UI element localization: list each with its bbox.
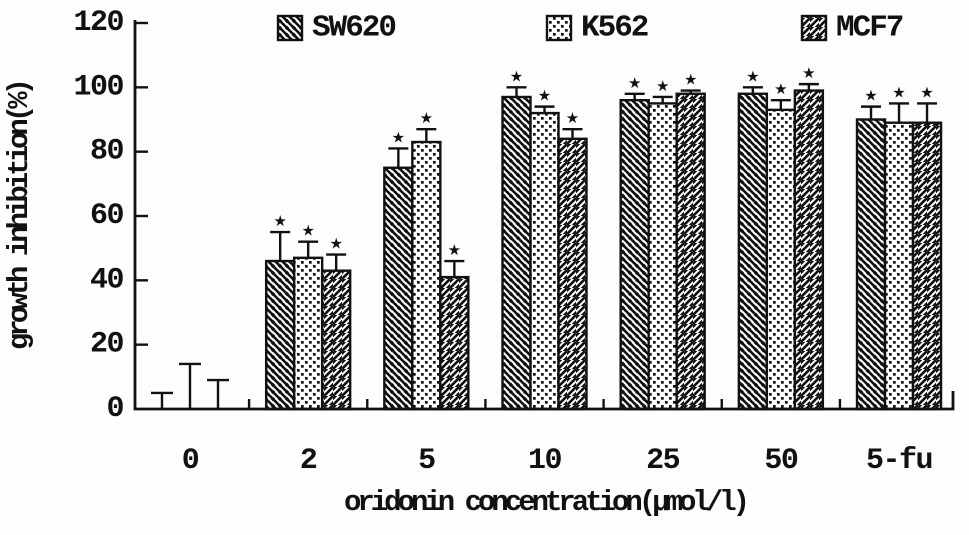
legend-swatch-k562 <box>545 14 573 42</box>
bar-mcf7-5-fu <box>911 121 943 411</box>
significance-star: ★ <box>566 109 579 127</box>
bar-sw620-2 <box>264 259 296 411</box>
bar-k562-50 <box>765 108 797 411</box>
significance-star: ★ <box>774 80 787 98</box>
significance-star: ★ <box>684 71 697 89</box>
legend-label-mcf7: MCF7 <box>836 11 903 46</box>
y-tick-label: 40 <box>90 263 124 297</box>
y-tick-label: 0 <box>106 392 123 426</box>
y-tick-label: 80 <box>90 135 124 169</box>
legend-label-sw620: SW620 <box>312 11 395 46</box>
significance-star: ★ <box>746 67 759 85</box>
significance-star: ★ <box>656 77 669 95</box>
x-tick-label: 5-fu <box>866 444 932 478</box>
bar-sw620-5-fu <box>855 118 887 411</box>
bar-mcf7-50 <box>793 89 825 411</box>
significance-star: ★ <box>273 212 286 230</box>
bar-mcf7-5 <box>439 275 470 411</box>
significance-star: ★ <box>392 128 405 146</box>
bar-k562-10 <box>529 111 560 411</box>
significance-star: ★ <box>510 67 523 85</box>
significance-star: ★ <box>802 64 815 82</box>
x-tick-label: 10 <box>528 444 562 478</box>
legend: SW620 K562 MCF7 <box>276 11 905 46</box>
y-tick-label: 120 <box>73 6 123 40</box>
axis-frame <box>133 20 955 411</box>
error-bars-layer: ★ ★ ★ ★ ★ ★ ★ ★ ★ ★ ★ ★ ★ ★ ★ ★ ★ ★ <box>151 64 938 409</box>
legend-swatch-mcf7 <box>800 14 828 42</box>
x-axis-title: oridonin concentration(μmol/l) <box>344 486 746 519</box>
x-tick-label: 5 <box>418 444 435 478</box>
bar-sw620-25 <box>619 98 650 411</box>
significance-star: ★ <box>892 83 905 101</box>
bar-k562-5-fu <box>883 121 915 411</box>
bar-k562-2 <box>292 256 324 411</box>
x-tick-label: 50 <box>764 444 798 478</box>
y-tick-label: 60 <box>90 199 124 233</box>
significance-star: ★ <box>864 87 877 105</box>
bars-layer <box>264 89 943 411</box>
significance-star: ★ <box>420 109 433 127</box>
legend-swatch-sw620 <box>276 14 304 42</box>
y-tick-label: 100 <box>73 70 123 104</box>
bar-sw620-50 <box>737 92 769 411</box>
significance-star: ★ <box>448 241 461 259</box>
y-axis-title: growth inhibition(%) <box>3 82 36 350</box>
significance-star: ★ <box>301 222 314 240</box>
bar-mcf7-10 <box>557 137 588 411</box>
x-tick-label: 25 <box>646 444 680 478</box>
significance-star: ★ <box>538 87 551 105</box>
bar-mcf7-25 <box>675 92 706 411</box>
bar-mcf7-2 <box>320 269 352 411</box>
bar-k562-25 <box>647 102 678 411</box>
bar-sw620-10 <box>501 95 532 411</box>
significance-star: ★ <box>628 74 641 92</box>
bar-k562-5 <box>411 140 442 411</box>
bar-sw620-5 <box>383 166 414 411</box>
x-tick-label: 2 <box>300 444 317 478</box>
significance-star: ★ <box>920 83 933 101</box>
significance-star: ★ <box>329 235 342 253</box>
x-tick-label: 0 <box>182 444 199 478</box>
y-tick-label: 20 <box>90 328 124 362</box>
legend-label-k562: K562 <box>581 11 648 46</box>
